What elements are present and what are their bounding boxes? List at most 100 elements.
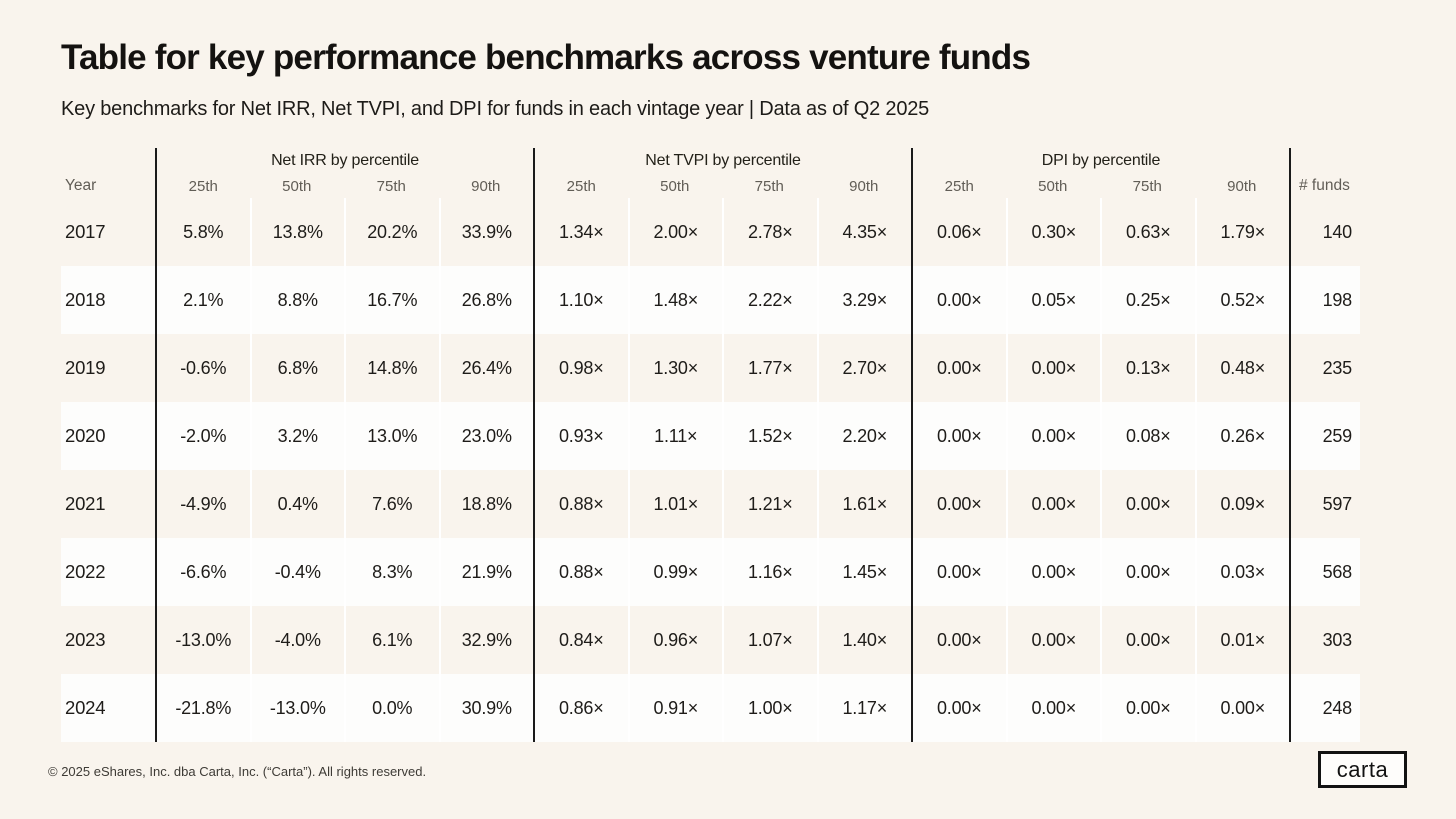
table-row: 2022 -6.6% -0.4% 8.3% 21.9% 0.88× 0.99× … xyxy=(61,538,1360,606)
net-tvpi-p75-cell: 1.52× xyxy=(722,402,817,470)
dpi-p90-cell: 0.48× xyxy=(1194,334,1290,402)
copyright-text: © 2025 eShares, Inc. dba Carta, Inc. (“C… xyxy=(48,764,427,779)
net-tvpi-p90-cell: 3.29× xyxy=(816,266,912,334)
dpi-p25-cell: 0.00× xyxy=(911,402,1006,470)
net-irr-p25-cell: -4.9% xyxy=(155,470,250,538)
net-tvpi-p75-cell: 1.77× xyxy=(722,334,817,402)
year-group-spacer xyxy=(61,148,155,174)
net-irr-p50-cell: -4.0% xyxy=(249,606,345,674)
net-tvpi-p25-cell: 0.98× xyxy=(533,334,628,402)
net-tvpi-p90-header: 90th xyxy=(849,177,879,195)
net-tvpi-p90-cell: 1.17× xyxy=(816,674,912,742)
net-irr-p90-cell: 30.9% xyxy=(438,674,534,742)
year-cell: 2024 xyxy=(65,697,106,718)
table-row: 2017 5.8% 13.8% 20.2% 33.9% 1.34× 2.00× … xyxy=(61,198,1360,266)
net-irr-p50-cell: 0.4% xyxy=(249,470,345,538)
net-irr-p90-cell: 33.9% xyxy=(438,198,534,266)
group-header-net-irr: Net IRR by percentile xyxy=(155,148,533,174)
net-tvpi-p75-cell: 2.22× xyxy=(722,266,817,334)
net-irr-p90-cell: 32.9% xyxy=(438,606,534,674)
dpi-p50-cell: 0.05× xyxy=(1005,266,1101,334)
year-cell: 2022 xyxy=(65,561,106,582)
dpi-p25-cell: 0.00× xyxy=(911,266,1006,334)
net-tvpi-p75-cell: 1.21× xyxy=(722,470,817,538)
net-tvpi-p50-cell: 1.30× xyxy=(627,334,723,402)
net-irr-p75-cell: 20.2% xyxy=(344,198,439,266)
year-cell: 2019 xyxy=(65,357,106,378)
dpi-p90-cell: 0.01× xyxy=(1194,606,1290,674)
net-irr-p50-cell: -13.0% xyxy=(249,674,345,742)
net-irr-p25-cell: 5.8% xyxy=(155,198,250,266)
dpi-p25-cell: 0.06× xyxy=(911,198,1006,266)
funds-column-header: # funds xyxy=(1289,174,1360,198)
page-subtitle: Key benchmarks for Net IRR, Net TVPI, an… xyxy=(61,98,930,120)
net-tvpi-p90-cell: 2.70× xyxy=(816,334,912,402)
net-tvpi-p25-header: 25th xyxy=(533,174,628,198)
table-row: 2018 2.1% 8.8% 16.7% 26.8% 1.10× 1.48× 2… xyxy=(61,266,1360,334)
funds-cell: 597 xyxy=(1289,470,1360,538)
dpi-p75-cell: 0.25× xyxy=(1100,266,1195,334)
year-cell: 2023 xyxy=(65,629,106,650)
group-header-net-tvpi: Net TVPI by percentile xyxy=(533,148,911,174)
net-tvpi-p50-cell: 1.48× xyxy=(627,266,723,334)
funds-cell: 303 xyxy=(1289,606,1360,674)
net-irr-p25-cell: -0.6% xyxy=(155,334,250,402)
dpi-p50-header: 50th xyxy=(1038,177,1068,195)
net-tvpi-p75-header: 75th xyxy=(754,177,784,195)
net-irr-p75-cell: 7.6% xyxy=(344,470,439,538)
net-irr-p75-header: 75th xyxy=(376,177,406,195)
net-tvpi-p25-cell: 0.86× xyxy=(533,674,628,742)
net-tvpi-p25-cell: 0.93× xyxy=(533,402,628,470)
year-cell: 2020 xyxy=(65,425,106,446)
net-irr-p25-cell: -13.0% xyxy=(155,606,250,674)
net-irr-p25-cell: -21.8% xyxy=(155,674,250,742)
dpi-p75-cell: 0.08× xyxy=(1100,402,1195,470)
year-column-header: Year xyxy=(65,177,97,194)
net-tvpi-p50-cell: 1.11× xyxy=(627,402,723,470)
net-irr-p75-cell: 8.3% xyxy=(344,538,439,606)
dpi-p75-cell: 0.63× xyxy=(1100,198,1195,266)
funds-cell: 248 xyxy=(1289,674,1360,742)
dpi-p90-cell: 0.09× xyxy=(1194,470,1290,538)
net-tvpi-p25-cell: 1.34× xyxy=(533,198,628,266)
net-irr-p25-cell: 2.1% xyxy=(155,266,250,334)
net-irr-p75-cell: 14.8% xyxy=(344,334,439,402)
funds-group-spacer xyxy=(1289,148,1360,174)
dpi-p75-cell: 0.13× xyxy=(1100,334,1195,402)
net-tvpi-p25-cell: 1.10× xyxy=(533,266,628,334)
net-irr-p90-cell: 18.8% xyxy=(438,470,534,538)
net-tvpi-p90-cell: 1.61× xyxy=(816,470,912,538)
table-row: 2024 -21.8% -13.0% 0.0% 30.9% 0.86× 0.91… xyxy=(61,674,1360,742)
dpi-p25-cell: 0.00× xyxy=(911,470,1006,538)
dpi-p50-cell: 0.00× xyxy=(1005,674,1101,742)
table-row: 2021 -4.9% 0.4% 7.6% 18.8% 0.88× 1.01× 1… xyxy=(61,470,1360,538)
net-tvpi-p90-cell: 1.40× xyxy=(816,606,912,674)
net-tvpi-p90-cell: 1.45× xyxy=(816,538,912,606)
dpi-p90-cell: 0.00× xyxy=(1194,674,1290,742)
dpi-p75-header: 75th xyxy=(1132,177,1162,195)
net-irr-p50-cell: 3.2% xyxy=(249,402,345,470)
dpi-p50-cell: 0.00× xyxy=(1005,538,1101,606)
dpi-p90-cell: 0.03× xyxy=(1194,538,1290,606)
year-cell: 2021 xyxy=(65,493,106,514)
net-irr-p25-header: 25th xyxy=(155,174,250,198)
year-cell: 2017 xyxy=(65,221,106,242)
dpi-p90-cell: 0.52× xyxy=(1194,266,1290,334)
funds-cell: 259 xyxy=(1289,402,1360,470)
dpi-p25-cell: 0.00× xyxy=(911,538,1006,606)
dpi-p50-cell: 0.00× xyxy=(1005,606,1101,674)
dpi-p25-cell: 0.00× xyxy=(911,674,1006,742)
table-row: 2019 -0.6% 6.8% 14.8% 26.4% 0.98× 1.30× … xyxy=(61,334,1360,402)
dpi-p25-header: 25th xyxy=(911,174,1006,198)
net-irr-p50-cell: 6.8% xyxy=(249,334,345,402)
dpi-p75-cell: 0.00× xyxy=(1100,674,1195,742)
funds-cell: 235 xyxy=(1289,334,1360,402)
net-irr-p50-cell: -0.4% xyxy=(249,538,345,606)
net-irr-p50-header: 50th xyxy=(282,177,312,195)
table-header-groups: Net IRR by percentile Net TVPI by percen… xyxy=(61,148,1360,174)
dpi-p25-cell: 0.00× xyxy=(911,334,1006,402)
dpi-p90-cell: 0.26× xyxy=(1194,402,1290,470)
net-tvpi-p50-cell: 2.00× xyxy=(627,198,723,266)
net-tvpi-p50-cell: 0.96× xyxy=(627,606,723,674)
dpi-p75-cell: 0.00× xyxy=(1100,606,1195,674)
